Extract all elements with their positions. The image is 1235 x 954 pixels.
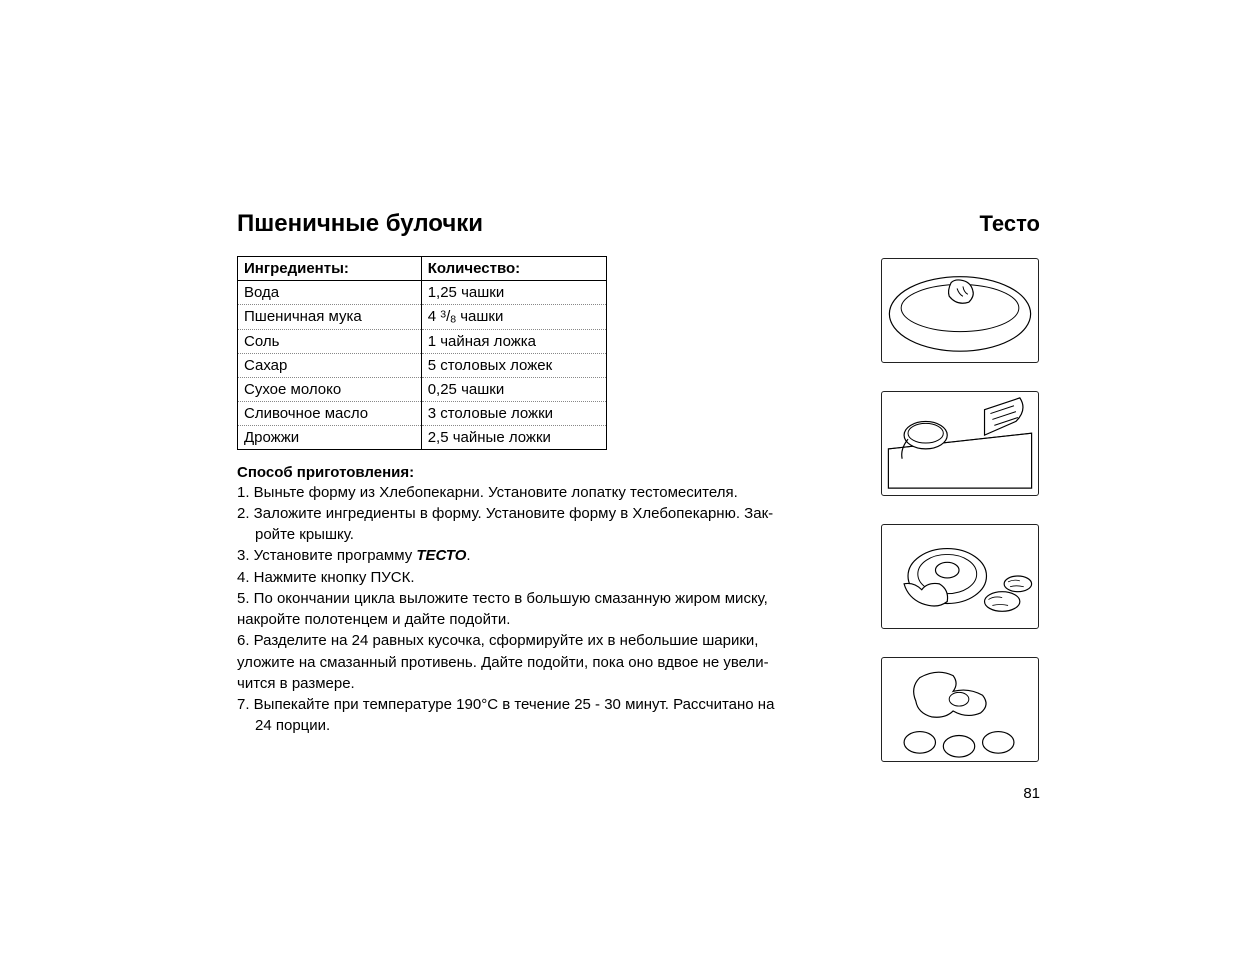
step-3: 3. Установите программу ТЕСТО.: [237, 546, 833, 566]
amount-cell: 1,25 чашки: [421, 281, 606, 305]
step-3-program: ТЕСТО: [416, 547, 466, 564]
page-title: Пшеничные булочки: [237, 210, 483, 238]
ingredient-cell: Вода: [238, 281, 422, 305]
fraction-num: 3: [440, 308, 446, 320]
amount-cell: 0,25 чашки: [421, 377, 606, 401]
step-3-post: .: [466, 547, 470, 564]
step-2b: ройте крышку.: [255, 525, 833, 545]
table-row: Вода 1,25 чашки: [238, 281, 607, 305]
amount-cell: 1 чайная ложка: [421, 329, 606, 353]
amount-cell: 2,5 чайные ложки: [421, 425, 606, 449]
content-row: Ингредиенты: Количество: Вода 1,25 чашки…: [237, 256, 1040, 762]
table-row: Пшеничная мука 4 3/8 чашки: [238, 305, 607, 330]
amount-cell: 5 столовых ложек: [421, 353, 606, 377]
page: Пшеничные булочки Тесто Ингредиенты: Кол…: [0, 0, 1235, 954]
fraction: 3/8: [440, 308, 456, 325]
form-balls-icon: [882, 658, 1038, 761]
amount-prefix: 4: [428, 308, 441, 325]
ingredient-cell: Сливочное масло: [238, 401, 422, 425]
table-row: Сухое молоко 0,25 чашки: [238, 377, 607, 401]
knead-bowl-icon: [882, 259, 1038, 362]
step-2a: 2. Заложите ингредиенты в форму. Установ…: [237, 504, 833, 524]
pour-pan-icon: [882, 392, 1038, 495]
table-row: Соль 1 чайная ложка: [238, 329, 607, 353]
table-header-row: Ингредиенты: Количество:: [238, 257, 607, 281]
amount-cell: 4 3/8 чашки: [421, 305, 606, 330]
step-6c: чится в размере.: [237, 674, 833, 694]
header-row: Пшеничные булочки Тесто: [237, 210, 1040, 238]
table-row: Дрожжи 2,5 чайные ложки: [238, 425, 607, 449]
step-1: 1. Выньте форму из Хлебопекарни. Установ…: [237, 483, 833, 503]
method-steps: 1. Выньте форму из Хлебопекарни. Установ…: [237, 483, 833, 737]
ingredient-cell: Сухое молоко: [238, 377, 422, 401]
step-7a: 7. Выпекайте при температуре 190°C в теч…: [237, 695, 833, 715]
illus-pour-into-pan: [881, 391, 1039, 496]
table-row: Сахар 5 столовых ложек: [238, 353, 607, 377]
step-6a: 6. Разделите на 24 равных кусочка, сформ…: [237, 631, 833, 651]
ingredient-cell: Сахар: [238, 353, 422, 377]
step-3-pre: 3. Установите программу: [237, 547, 416, 564]
step-4: 4. Нажмите кнопку ПУСК.: [237, 568, 833, 588]
amount-cell: 3 столовые ложки: [421, 401, 606, 425]
col-ingredient: Ингредиенты:: [238, 257, 422, 281]
method-heading: Способ приготовления:: [237, 464, 833, 481]
step-5a: 5. По окончании цикла выложите тесто в б…: [237, 589, 833, 609]
step-7b: 24 порции.: [255, 716, 833, 736]
category-title: Тесто: [980, 211, 1040, 237]
ingredient-cell: Соль: [238, 329, 422, 353]
illus-form-balls: [881, 657, 1039, 762]
ingredient-cell: Дрожжи: [238, 425, 422, 449]
right-column: [881, 258, 1040, 762]
step-6b: уложите на смазанный противень. Дайте по…: [237, 653, 833, 673]
col-amount: Количество:: [421, 257, 606, 281]
left-column: Ингредиенты: Количество: Вода 1,25 чашки…: [237, 256, 833, 762]
table-row: Сливочное масло 3 столовые ложки: [238, 401, 607, 425]
grease-pan-icon: [882, 525, 1038, 628]
amount-suffix: чашки: [456, 308, 503, 325]
ingredient-cell: Пшеничная мука: [238, 305, 422, 330]
illus-grease-pan: [881, 524, 1039, 629]
step-5b: накройте полотенцем и дайте подойти.: [237, 610, 833, 630]
illus-knead-in-bowl: [881, 258, 1039, 363]
page-number: 81: [1023, 785, 1040, 802]
ingredients-table: Ингредиенты: Количество: Вода 1,25 чашки…: [237, 256, 607, 450]
